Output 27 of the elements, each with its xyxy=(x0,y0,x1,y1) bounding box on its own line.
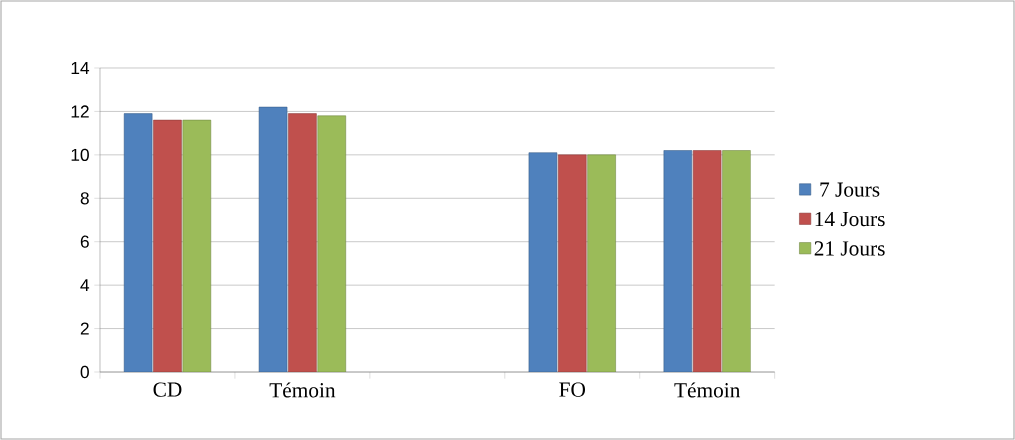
x-tick-label: Témoin xyxy=(269,382,336,398)
bar xyxy=(182,119,212,372)
x-tick-label: CD xyxy=(153,382,182,397)
legend-label: 14 Jours xyxy=(815,211,885,227)
y-tick-label: 0 xyxy=(80,365,89,379)
bar xyxy=(123,113,153,372)
bar xyxy=(722,150,751,372)
x-tick-label: FO xyxy=(559,382,586,397)
x-tick-label: Témoin xyxy=(674,382,741,398)
bar xyxy=(557,154,587,372)
y-tick-label: 8 xyxy=(80,192,89,205)
bar xyxy=(692,150,722,372)
bar xyxy=(528,152,558,372)
bar xyxy=(587,154,616,372)
bar xyxy=(258,106,288,372)
legend-label: 21 Jours xyxy=(814,241,885,256)
bar xyxy=(663,150,693,372)
legend-label: 7 Jours xyxy=(820,182,880,197)
y-tick-label: 6 xyxy=(80,235,89,248)
y-tick-label: 14 xyxy=(71,62,90,74)
y-tick-label: 10 xyxy=(71,148,89,161)
bar xyxy=(317,115,346,372)
y-tick-label: 4 xyxy=(80,279,90,292)
y-tick-label: 12 xyxy=(71,105,89,118)
bar xyxy=(153,119,182,372)
bar xyxy=(288,113,317,372)
y-tick-label: 2 xyxy=(80,322,89,335)
